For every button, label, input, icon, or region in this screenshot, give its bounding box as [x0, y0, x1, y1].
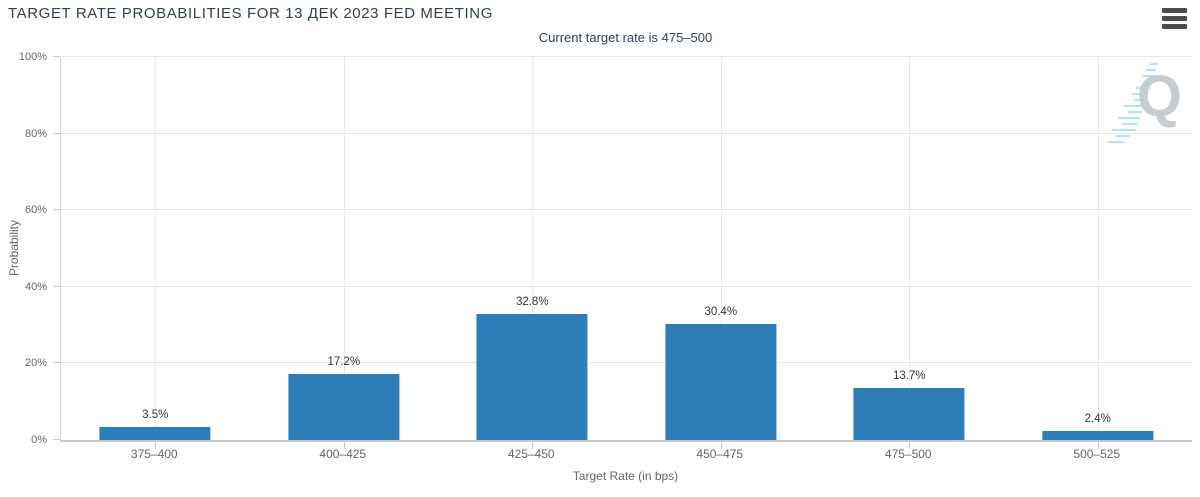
- chart-subtitle: Current target rate is 475–500: [538, 30, 713, 45]
- x-tick-label: 425–450: [507, 447, 555, 461]
- x-gridline: [1097, 57, 1099, 440]
- x-gridline: [343, 57, 345, 440]
- y-gridline: [61, 285, 1192, 287]
- x-tick-label: 500–525: [1073, 447, 1121, 461]
- hamburger-bar: [1162, 8, 1187, 13]
- probability-bar[interactable]: [853, 387, 965, 440]
- y-gridline: [61, 209, 1192, 211]
- y-gridline: [61, 362, 1192, 364]
- hamburger-bar: [1162, 16, 1187, 21]
- y-tick-label: 40%: [24, 280, 47, 293]
- y-tick-mark: [53, 56, 60, 57]
- probability-bar[interactable]: [665, 323, 777, 440]
- y-tick-label: 60%: [24, 204, 47, 217]
- x-tick-label: 375–400: [130, 447, 178, 461]
- y-tick-mark: [53, 285, 60, 287]
- q-logo-watermark: Q: [1106, 60, 1182, 144]
- y-tick-label: 0%: [31, 434, 47, 446]
- y-tick-label: 80%: [24, 127, 47, 140]
- y-tick-mark: [53, 362, 60, 364]
- bar-column: 13.7%: [815, 57, 1004, 449]
- probability-bar[interactable]: [99, 426, 211, 440]
- x-tick-label: 400–425: [319, 447, 367, 461]
- x-tick-mark: [720, 442, 722, 449]
- x-gridline: [155, 57, 157, 440]
- probability-bar[interactable]: [1042, 430, 1154, 440]
- y-axis-labels: 0% 20% 40% 60% 80% 100%: [0, 51, 52, 446]
- bar-column: 30.4%: [627, 57, 816, 449]
- x-gridline: [532, 57, 534, 440]
- x-tick-mark: [532, 442, 534, 449]
- bar-value-label: 30.4%: [704, 305, 738, 318]
- probability-bar[interactable]: [288, 374, 400, 440]
- probability-bar[interactable]: [476, 314, 588, 440]
- x-tick-mark: [1097, 442, 1099, 449]
- bar-column: 3.5%: [61, 57, 250, 449]
- chart-title: TARGET RATE PROBABILITIES FOR 13 ДЕК 202…: [8, 5, 493, 22]
- q-logo-letter: Q: [1136, 64, 1182, 129]
- hamburger-menu-icon[interactable]: [1162, 8, 1187, 32]
- bar-value-label: 13.7%: [892, 369, 926, 382]
- y-tick-mark: [53, 209, 60, 211]
- y-gridline: [61, 56, 1192, 57]
- y-tick-mark: [53, 439, 60, 440]
- x-axis-title: Target Rate (in bps): [572, 469, 679, 483]
- y-gridline: [61, 132, 1192, 134]
- x-axis-labels: 375–400 400–425 425–450 450–475 475–500 500–5…: [60, 447, 1191, 461]
- bar-value-label: 32.8%: [515, 296, 549, 309]
- y-tick-mark: [53, 132, 60, 134]
- x-tick-mark: [155, 442, 157, 449]
- bar-value-label: 2.4%: [1084, 412, 1111, 425]
- x-gridline: [720, 57, 722, 440]
- x-tick-label: 450–475: [696, 447, 744, 461]
- logo-dashes-icon: [1108, 62, 1158, 144]
- x-tick-mark: [909, 442, 911, 449]
- y-tick-label: 100%: [18, 51, 47, 63]
- bar-value-label: 3.5%: [142, 408, 169, 421]
- hamburger-bar: [1162, 24, 1187, 29]
- bar-value-label: 17.2%: [327, 356, 361, 369]
- plot-area: 3.5% 17.2% 32.8% 30.4% 13.7% 2.4%: [53, 56, 1193, 449]
- bar-column: 32.8%: [438, 57, 627, 449]
- bar-column: 17.2%: [250, 57, 439, 449]
- x-gridline: [909, 57, 911, 440]
- y-tick-label: 20%: [24, 357, 47, 370]
- x-tick-mark: [343, 442, 345, 449]
- x-tick-label: 475–500: [884, 447, 932, 461]
- bar-column: 2.4%: [1004, 57, 1193, 449]
